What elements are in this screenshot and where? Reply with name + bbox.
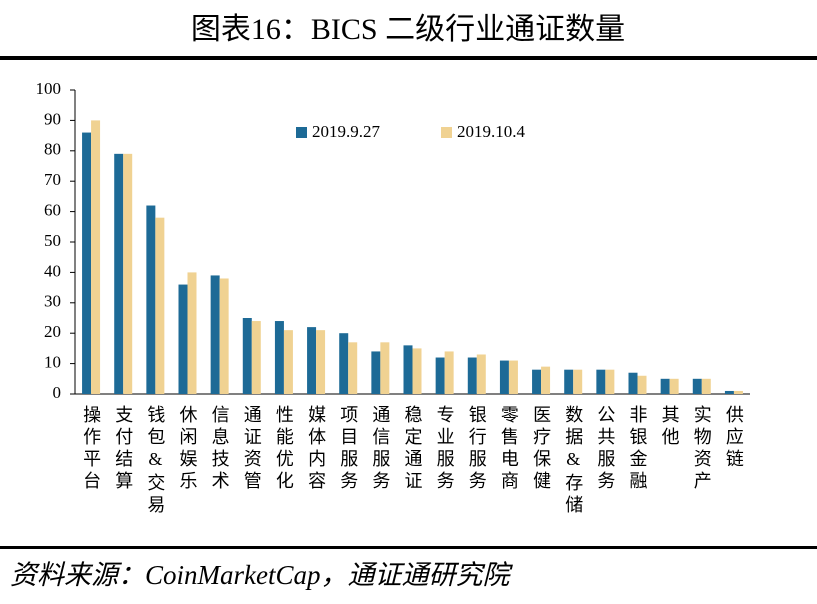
- bar: [251, 321, 261, 394]
- bar: [339, 333, 349, 394]
- bar: [508, 360, 518, 394]
- bar: [628, 372, 638, 394]
- bar: [564, 369, 574, 394]
- y-tick-label: 40: [44, 261, 61, 280]
- x-tick-label: 性能优化: [274, 405, 294, 493]
- x-tick-label: 非银金融: [628, 405, 648, 493]
- bar: [532, 369, 542, 394]
- y-tick-label: 70: [44, 170, 61, 189]
- x-tick-label: 专业服务: [435, 405, 455, 493]
- bar: [444, 351, 454, 394]
- bar: [91, 120, 101, 395]
- bar: [307, 327, 317, 394]
- bar: [178, 284, 188, 394]
- y-tick-label: 80: [44, 140, 61, 159]
- bar: [573, 369, 583, 394]
- x-tick-label: 支付结算: [113, 405, 133, 493]
- x-tick-label: 供应链: [724, 405, 744, 471]
- x-tick-label: 项目服务: [338, 405, 358, 493]
- legend-swatch: [296, 127, 307, 138]
- legend-label: 2019.9.27: [312, 122, 381, 141]
- bar: [435, 357, 445, 394]
- bar: [123, 153, 133, 394]
- x-tick-label: 操作平台: [81, 405, 101, 493]
- y-tick-label: 60: [44, 201, 61, 220]
- bar: [669, 378, 679, 394]
- bar: [348, 342, 358, 394]
- bar: [316, 330, 326, 394]
- title-rule: [0, 56, 817, 60]
- legend-swatch: [441, 127, 452, 138]
- x-tick-label: 公共服务: [595, 405, 615, 493]
- chart-title: 图表16：BICS 二级行业通证数量: [191, 13, 625, 46]
- bar: [499, 360, 509, 394]
- bar: [403, 345, 413, 394]
- legend-label: 2019.10.4: [457, 122, 526, 141]
- bar: [114, 153, 124, 394]
- y-tick-label: 100: [36, 79, 62, 98]
- x-tick-label: 信息技术: [210, 405, 230, 493]
- bar: [283, 330, 293, 394]
- y-tick-label: 90: [44, 109, 61, 128]
- y-tick-label: 20: [44, 322, 61, 341]
- bar: [412, 348, 422, 394]
- source-rule: [0, 546, 817, 549]
- bar: [146, 205, 156, 394]
- bar: [187, 272, 197, 394]
- x-tick-label: 数据&存储: [563, 405, 583, 517]
- x-tick-label: 通证资管: [242, 405, 262, 493]
- x-tick-label: 实物资产: [692, 405, 712, 493]
- bar: [541, 366, 551, 394]
- bar: [155, 217, 165, 394]
- bar: [692, 378, 702, 394]
- bar: [380, 342, 390, 394]
- bar: [219, 278, 229, 394]
- x-tick-label: 媒体内容: [306, 405, 326, 493]
- bar: [467, 357, 477, 394]
- bar: [660, 378, 670, 394]
- bar: [637, 375, 647, 394]
- bar: [371, 351, 381, 394]
- x-tick-label: 钱包&交易: [145, 405, 165, 517]
- bar: [733, 390, 743, 394]
- x-tick-label: 零售电商: [499, 405, 519, 493]
- source: 资料来源：CoinMarketCap，通证通研究院: [10, 560, 513, 590]
- bar: [596, 369, 606, 394]
- y-tick-label: 50: [44, 231, 61, 250]
- bar: [724, 390, 734, 394]
- x-tick-label: 通信服务: [370, 405, 390, 493]
- bar: [82, 132, 92, 394]
- y-tick-label: 0: [53, 383, 62, 402]
- x-tick-label: 其他: [660, 405, 680, 449]
- x-tick-label: 休闲娱乐: [178, 405, 198, 493]
- bar: [701, 378, 711, 394]
- bar: [605, 369, 615, 394]
- x-tick-label: 银行服务: [467, 405, 487, 493]
- y-tick-label: 10: [44, 353, 61, 372]
- bar: [274, 321, 284, 394]
- bar: [210, 275, 220, 394]
- bar: [476, 354, 486, 394]
- x-tick-label: 稳定通证: [403, 405, 423, 493]
- y-tick-label: 30: [44, 292, 61, 311]
- x-tick-label: 医疗保健: [531, 405, 551, 493]
- bar: [242, 318, 252, 394]
